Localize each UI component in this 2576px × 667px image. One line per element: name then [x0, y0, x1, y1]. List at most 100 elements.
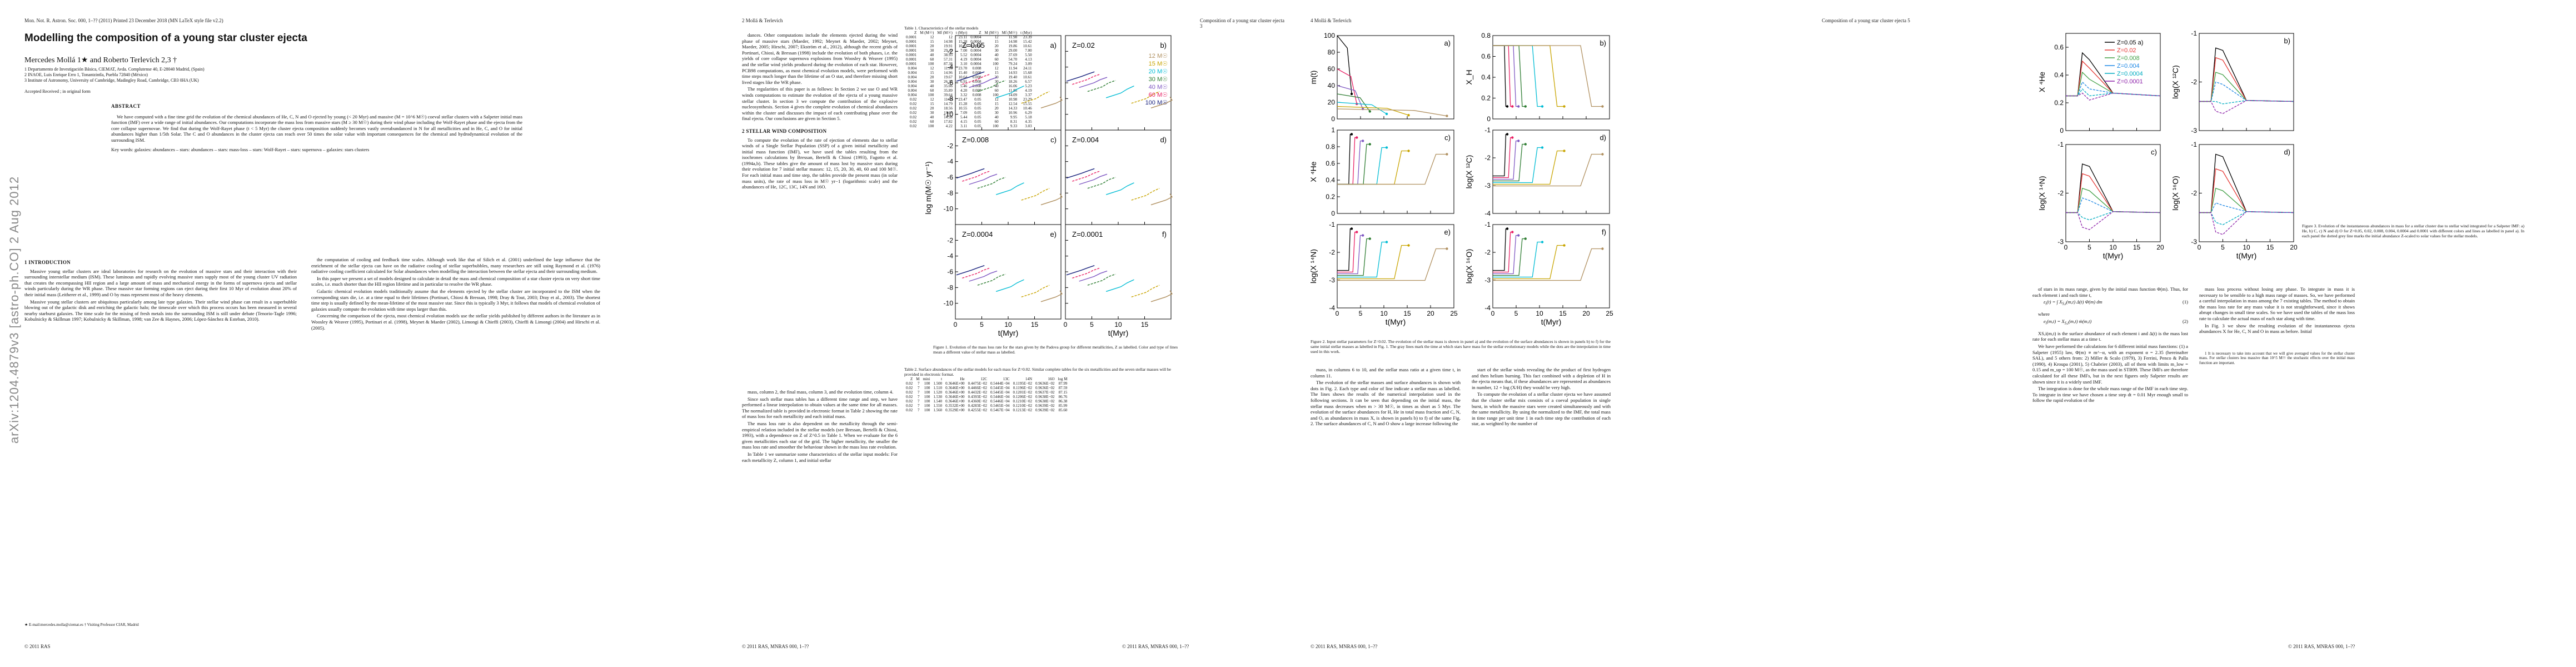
table-row: 0.02 7 100 1.530 0.3646E+00 0.4393E−02 0.5446E… — [904, 395, 1069, 399]
section-heading: 2 STELLAR WIND COMPOSITION — [742, 128, 827, 134]
series-line — [1079, 270, 1108, 282]
series-line — [1040, 193, 1063, 206]
x-tick-label: 25 — [1450, 310, 1458, 317]
panel-letter: c) — [2151, 148, 2157, 156]
series-line — [1337, 106, 1409, 116]
plot-frame — [1065, 130, 1172, 225]
column-text-2: mass, column 2, the final mass, column 3… — [742, 389, 898, 463]
table-cell: 0.5444E−04 — [990, 381, 1010, 386]
y-tick-label: 0.8 — [1481, 32, 1491, 39]
table-header-cell: M (M☉) — [920, 31, 934, 35]
table-cell: 0.1195E−02 — [1013, 381, 1033, 386]
table-cell: 0.004 — [908, 84, 917, 88]
page-4: 0 0.2 0.4 0.6 X ⁴He Z=0.05 a) Z=0.02 Z=0.008 Z=0… — [1932, 0, 2576, 667]
data-point — [1524, 105, 1527, 108]
series-line — [1493, 45, 1543, 107]
table-cell: 10.46 — [1023, 106, 1032, 111]
table-cell: 0.008 — [972, 84, 981, 88]
table-cell: 14.96 — [944, 71, 953, 75]
series-line — [1021, 91, 1050, 104]
table-cell: 15.68 — [1023, 71, 1032, 75]
section-heading: 1 INTRODUCTION — [24, 260, 71, 265]
series-line — [1337, 102, 1387, 115]
table-cell: 0.0004 — [970, 44, 981, 48]
table-cell: 7.00 — [1025, 48, 1032, 53]
figure-2: 020406080100m(t)a)00.20.40.60.8X_Hb)00.2… — [1309, 32, 1613, 326]
table-cell: 14.79 — [944, 102, 953, 106]
table-header-cell: mini — [923, 377, 930, 381]
data-point — [1511, 136, 1514, 139]
series-line — [1150, 97, 1173, 108]
series-line — [1337, 150, 1409, 185]
y-tick-label: 0 — [1331, 210, 1335, 217]
table-cell: 60 — [994, 57, 999, 62]
running-header-left: 4 Mollá & Terlevich — [1311, 18, 1352, 23]
series-line — [969, 77, 998, 88]
table-cell: 35.66 — [944, 84, 953, 88]
column-text-1: dances. Other computations include the e… — [742, 32, 898, 190]
table-row: 0.02 7 100 1.550 0.3532E+00 0.4283E−02 0.5465E… — [904, 404, 1069, 408]
series-line — [1079, 173, 1108, 185]
page-2: 2 Mollá & Terlevich Composition of a you… — [644, 0, 1288, 667]
table-cell: 0.1213E−02 — [1013, 408, 1033, 412]
y-axis-label: log(X ¹⁶O) — [1464, 249, 1473, 284]
table-cell: 4.13 — [1025, 57, 1032, 62]
table-cell: 100 — [928, 62, 934, 66]
table-cell: 37.69 — [1008, 53, 1018, 57]
legend-entry: 30 M☉ — [1149, 76, 1168, 83]
table-cell: 60 — [930, 57, 934, 62]
table-cell: 12 — [994, 97, 999, 102]
series-line — [1105, 86, 1134, 98]
table-cell: 14.38 — [944, 115, 953, 120]
table-cell: 29.43 — [944, 48, 953, 53]
table-cell: 30 — [930, 48, 934, 53]
legend-entry: 40 M☉ — [1149, 84, 1168, 91]
arxiv-stamp: arXiv:1204.4879v3 [astro-ph.CO] 2 Aug 20… — [7, 176, 21, 444]
table-cell: 3.11 — [960, 124, 968, 128]
x-tick-label: 0 — [954, 321, 958, 328]
series-line — [956, 168, 985, 179]
table-cell: 0.02 — [910, 124, 917, 128]
series-line — [2199, 168, 2294, 213]
series-line — [2066, 60, 2161, 97]
table-cell: 0.3529E+00 — [945, 408, 965, 412]
table-cell: 14.93 — [1008, 71, 1018, 75]
table-cell: 0.9637E−02 — [1035, 390, 1055, 395]
data-point — [1506, 133, 1509, 136]
series-line — [2199, 211, 2294, 235]
y-tick-label: -2 — [1484, 154, 1491, 162]
series-line — [1493, 45, 1603, 107]
figure-1: log m(M☉ yr⁻¹) -10 -8 -6 -4 -2 Z=0.05 a) Z=0.02 b… — [924, 35, 1173, 337]
table-cell: 5.44 — [960, 115, 968, 120]
table-cell: 0.5445E−04 — [990, 386, 1010, 390]
data-point — [1350, 133, 1353, 136]
table-cell: 0.02 — [906, 386, 913, 390]
x-tick-label: 10 — [1004, 321, 1012, 328]
table-cell: 3.32 — [960, 93, 968, 97]
table-row: 0.0001 20 19.91 10.63 0.0004 20 19.86 10.61 — [904, 44, 1034, 48]
table-cell: 0.02 — [906, 399, 913, 404]
data-point — [1350, 92, 1353, 96]
table-cell: 0.05 — [974, 111, 981, 115]
table-cell: 12 — [948, 35, 953, 39]
data-point — [1506, 227, 1509, 230]
y-tick-label: 0.6 — [1326, 160, 1335, 167]
y-tick-label: 20 — [1328, 98, 1336, 106]
y-tick-label: -4 — [1484, 210, 1491, 217]
y-tick-label: -2 — [947, 47, 953, 55]
series-line — [1493, 248, 1603, 281]
table-cell: 11.86 — [1008, 88, 1018, 93]
table-header-cell: 14N — [1025, 377, 1033, 381]
table-cell: 87.99 — [1058, 381, 1068, 386]
plot-frame — [1337, 35, 1454, 120]
table-cell: 10.61 — [1023, 44, 1032, 48]
y-tick-label: 0 — [2060, 127, 2064, 135]
y-tick-label: -10 — [944, 300, 954, 307]
x-tick-label: 10 — [2109, 243, 2117, 251]
panel-letter: d) — [1600, 133, 1606, 142]
data-point — [1517, 105, 1520, 108]
series-line — [1493, 153, 1603, 187]
table-cell: 0.1201E−02 — [1013, 390, 1033, 395]
table-header-cell: 12C — [980, 377, 988, 381]
series-line — [1493, 228, 1508, 271]
